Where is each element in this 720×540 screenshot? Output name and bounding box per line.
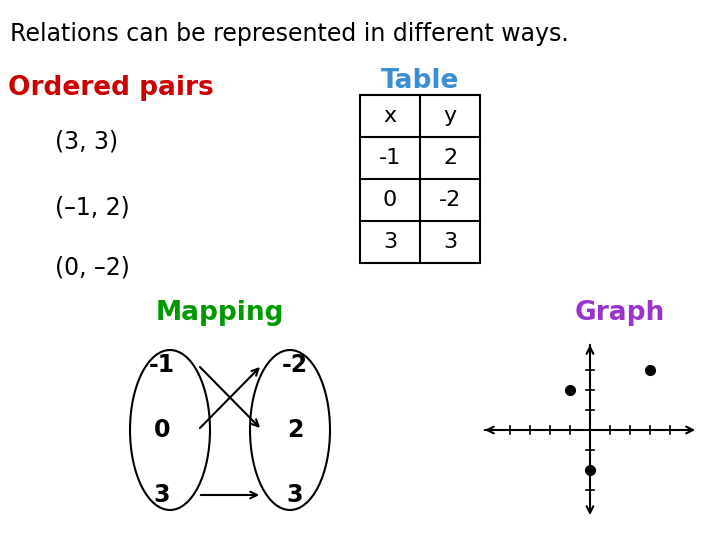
Text: -2: -2 bbox=[439, 190, 461, 210]
Text: -1: -1 bbox=[379, 148, 401, 168]
Text: 3: 3 bbox=[154, 483, 170, 507]
Text: Ordered pairs: Ordered pairs bbox=[8, 75, 214, 101]
Text: (–1, 2): (–1, 2) bbox=[55, 195, 130, 219]
Text: Graph: Graph bbox=[575, 300, 665, 326]
Text: 2: 2 bbox=[443, 148, 457, 168]
Text: Relations can be represented in different ways.: Relations can be represented in differen… bbox=[10, 22, 569, 46]
Text: (0, –2): (0, –2) bbox=[55, 255, 130, 279]
Text: 0: 0 bbox=[154, 418, 170, 442]
Text: 0: 0 bbox=[383, 190, 397, 210]
Text: y: y bbox=[444, 106, 456, 126]
Text: Mapping: Mapping bbox=[156, 300, 284, 326]
Text: -1: -1 bbox=[149, 353, 175, 377]
Text: x: x bbox=[384, 106, 397, 126]
Text: (3, 3): (3, 3) bbox=[55, 130, 118, 154]
Text: 3: 3 bbox=[287, 483, 303, 507]
Text: 3: 3 bbox=[443, 232, 457, 252]
Text: Table: Table bbox=[381, 68, 459, 94]
Text: -2: -2 bbox=[282, 353, 308, 377]
Text: 2: 2 bbox=[287, 418, 303, 442]
Text: 3: 3 bbox=[383, 232, 397, 252]
